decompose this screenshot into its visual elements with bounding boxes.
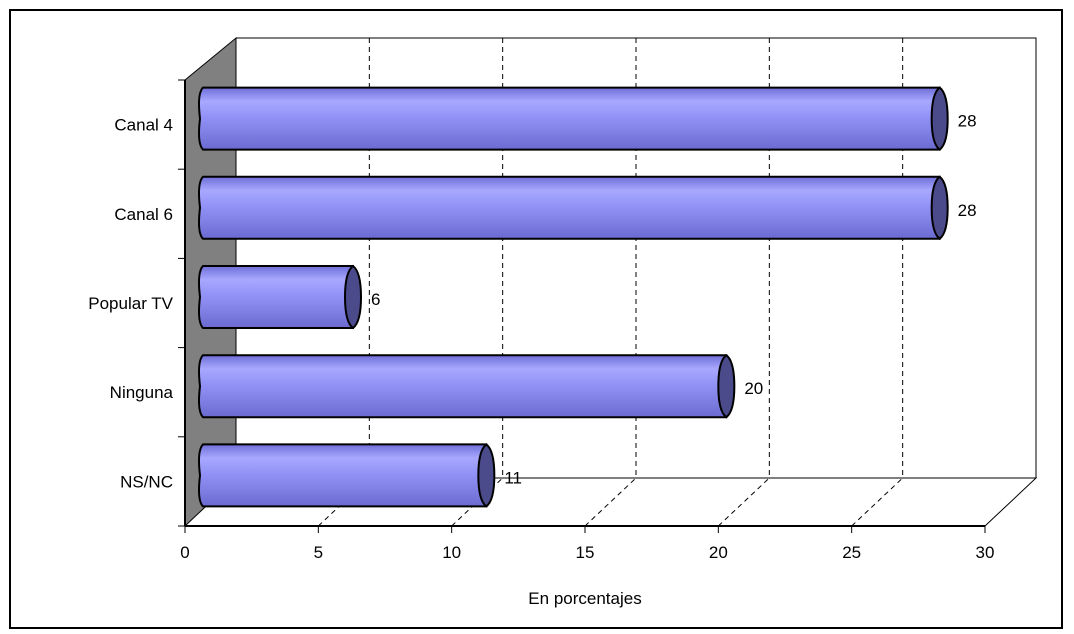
x-tick-label: 5 — [314, 543, 323, 562]
bar-end-cap — [477, 443, 496, 508]
x-tick-label: 20 — [709, 543, 728, 562]
category-label: NS/NC — [120, 472, 173, 491]
bar-body — [198, 443, 488, 508]
bar-body — [198, 175, 941, 240]
data-label: 28 — [958, 201, 977, 220]
x-tick-label: 10 — [442, 543, 461, 562]
category-label: Popular TV — [88, 294, 173, 313]
floor-gridline — [584, 477, 637, 527]
bar-end-cap — [930, 86, 949, 151]
data-label: 6 — [371, 290, 380, 309]
bar-body — [198, 86, 941, 151]
bar-end-cap — [930, 175, 949, 241]
bar — [198, 175, 949, 241]
x-tick-label: 25 — [842, 543, 861, 562]
x-tick-label: 15 — [576, 543, 595, 562]
bar — [198, 86, 949, 151]
x-axis-title: En porcentajes — [528, 589, 641, 608]
bar-body — [198, 265, 354, 329]
data-label: 28 — [958, 112, 977, 131]
category-label: Ninguna — [110, 383, 174, 402]
x-tick-label: 30 — [976, 543, 995, 562]
bar-body — [198, 354, 728, 419]
data-label: 20 — [744, 379, 763, 398]
x-tick-label: 0 — [180, 543, 189, 562]
category-label: Canal 6 — [114, 205, 173, 224]
data-label: 11 — [504, 468, 522, 487]
floor-gridline — [717, 477, 770, 527]
bar-end-cap — [343, 264, 363, 330]
bar-end-cap — [717, 353, 736, 419]
floor-gridline — [851, 477, 904, 527]
bar — [198, 264, 363, 330]
bar — [198, 443, 496, 508]
category-label: Canal 4 — [114, 116, 173, 135]
bar — [198, 353, 736, 419]
